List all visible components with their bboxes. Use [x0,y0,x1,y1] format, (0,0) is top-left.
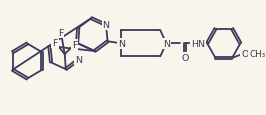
Text: O: O [181,53,188,62]
Text: N: N [102,21,110,30]
Text: N: N [75,55,82,64]
Text: N: N [163,39,170,48]
Text: CH₃: CH₃ [249,49,265,58]
Text: F: F [58,28,64,37]
Text: O: O [241,49,248,58]
Text: F: F [72,40,77,49]
Text: HN: HN [192,39,205,48]
Text: N: N [118,39,125,48]
Text: F: F [52,38,58,47]
